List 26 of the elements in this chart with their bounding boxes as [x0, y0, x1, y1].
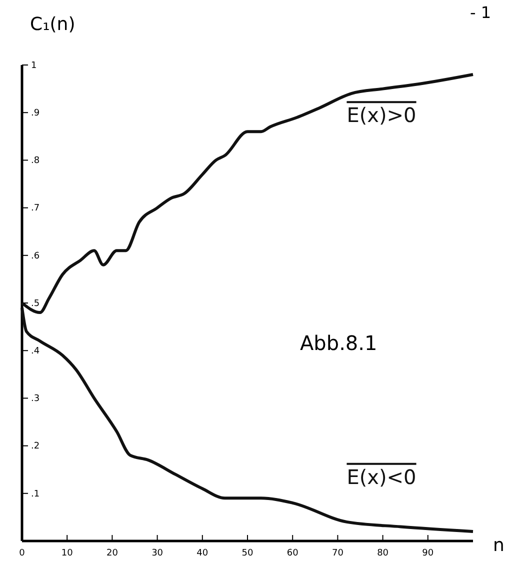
- x-tick-label: 60: [286, 548, 299, 558]
- y-tick-label: .7: [31, 204, 40, 214]
- y-tick-label: .2: [31, 442, 40, 452]
- x-tick-label: 40: [196, 548, 208, 558]
- y-tick-label: .4: [31, 346, 40, 356]
- x-tick-label: 80: [377, 548, 389, 558]
- x-tick-label: 70: [332, 548, 344, 558]
- x-tick-label: 30: [152, 548, 164, 558]
- x-tick-label: 10: [61, 548, 74, 558]
- y-tick-label: .1: [31, 489, 40, 500]
- y-tick-label: .5: [31, 298, 40, 309]
- y-tick-label: 1: [31, 60, 37, 71]
- y-axis-title: C₁(n): [30, 14, 76, 35]
- series-label: E(x)<0: [346, 464, 416, 489]
- x-axis-title: n: [493, 535, 504, 556]
- annotation: Abb.8.1: [300, 331, 378, 355]
- text: - 1: [470, 3, 492, 22]
- y-tick-label: .3: [31, 394, 40, 404]
- y-tick-label: .9: [31, 108, 40, 118]
- y-tick-label: .6: [31, 251, 40, 262]
- x-tick-label: 90: [422, 548, 434, 558]
- series-label: E(x)>0: [346, 103, 416, 128]
- y-tick-label: .8: [31, 156, 40, 166]
- x-tick-label: 50: [242, 548, 254, 558]
- x-tick-label: 20: [106, 548, 118, 558]
- x-tick-label: 0: [19, 548, 26, 558]
